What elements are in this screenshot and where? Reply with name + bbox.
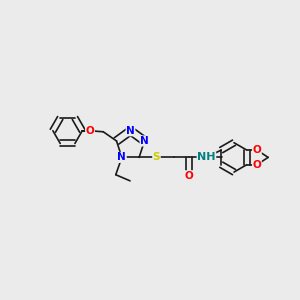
Text: N: N — [140, 136, 149, 146]
Text: O: O — [185, 171, 194, 181]
Text: O: O — [253, 145, 261, 155]
Text: NH: NH — [197, 152, 216, 162]
Text: N: N — [126, 126, 135, 136]
Text: S: S — [153, 152, 160, 162]
Text: O: O — [85, 126, 94, 136]
Text: N: N — [118, 152, 126, 162]
Text: O: O — [253, 160, 261, 170]
